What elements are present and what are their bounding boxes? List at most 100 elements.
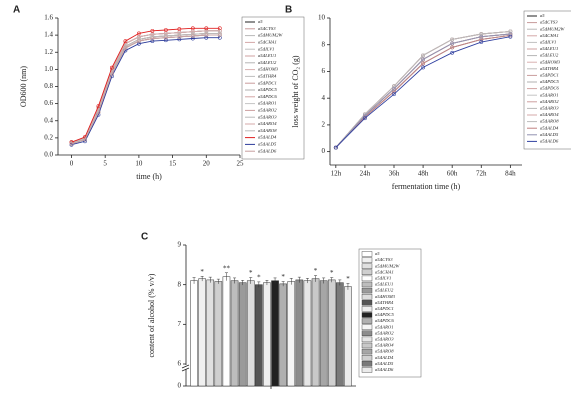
series-line <box>335 33 511 148</box>
point <box>363 113 367 118</box>
x-tick-label: 0 <box>70 160 74 168</box>
series-line <box>335 30 511 148</box>
x-tick-label: 72h <box>476 170 487 178</box>
legend-label: a5ΔCHA1 <box>540 33 559 38</box>
y-tick-label: 8 <box>322 40 326 48</box>
legend-label: a5ΔALD6 <box>540 138 559 143</box>
legend-label: a5ΔPDC5 <box>375 312 394 317</box>
legend-swatch <box>361 275 373 282</box>
series-line <box>335 30 511 148</box>
legend-label: a5ΔARO2 <box>540 99 559 104</box>
legend-label: a5ΔMUM2W <box>258 33 284 38</box>
legend-label: a5ΔLEU2 <box>375 288 394 293</box>
x-axis-title: time (h) <box>136 172 162 181</box>
series-line <box>71 32 220 144</box>
point <box>177 34 182 39</box>
y-axis-title: OD600 (nm) <box>19 66 28 107</box>
legend-label: a5ΔALD6 <box>375 367 394 372</box>
legend-label: a5ΔPDC5 <box>258 87 277 92</box>
y-tick-label: 7 <box>178 320 182 328</box>
legend-box <box>241 16 305 160</box>
series-line <box>71 30 220 143</box>
y-tick-label: 1.6 <box>44 14 53 22</box>
legend-label: a5ΔARO4 <box>375 343 394 348</box>
legend-swatch <box>361 367 373 373</box>
point <box>204 35 209 40</box>
y-tick-label: 1.2 <box>44 48 53 56</box>
legend-swatch <box>361 361 373 367</box>
legend-swatch <box>361 294 373 300</box>
y-tick-label: 4 <box>322 94 326 102</box>
series-line <box>335 33 511 148</box>
x-tick-label: 12h <box>331 170 342 178</box>
legend-label: a5ΔARO3 <box>540 105 559 110</box>
series-line <box>335 34 511 148</box>
legend-swatch <box>361 281 373 288</box>
legend-swatch <box>361 269 373 275</box>
point <box>363 116 367 121</box>
series-line <box>335 33 511 148</box>
legend-swatch <box>361 287 373 294</box>
legend-label: a5ΔARO3 <box>375 336 394 341</box>
legend-label: a5ΔPDC6 <box>375 318 394 323</box>
point <box>421 61 425 66</box>
series-line <box>335 33 511 148</box>
legend-label: a5ΔALD4 <box>540 125 559 130</box>
x-tick-label: 20 <box>203 160 211 168</box>
legend-swatch <box>361 324 373 330</box>
legend-label: a5 <box>540 13 545 18</box>
y-tick-label: 0.8 <box>44 82 53 90</box>
x-tick-label: 36h <box>389 170 400 178</box>
point <box>479 37 484 42</box>
point <box>110 71 114 76</box>
x-tick-label: 5 <box>103 160 107 168</box>
panel-label: B <box>285 5 292 16</box>
legend-label: a5ΔLEU2 <box>540 53 559 58</box>
axis-break-mark <box>181 364 190 369</box>
legend-label: a5ΔILV1 <box>540 39 556 44</box>
legend-label: a5ΔARO8 <box>258 128 277 133</box>
point <box>123 39 128 44</box>
bar <box>311 278 320 387</box>
legend-label: a5ΔTHR4 <box>540 66 559 71</box>
legend-label: a5ΔALD6 <box>258 148 277 153</box>
legend-swatch <box>361 263 373 269</box>
point <box>450 41 455 46</box>
point <box>392 86 396 91</box>
point <box>392 92 396 97</box>
significance-label: * <box>281 273 285 281</box>
legend-label: a5ΔLEU2 <box>258 60 277 65</box>
bar <box>263 282 271 387</box>
legend-swatch <box>361 251 373 257</box>
series-line <box>335 30 511 148</box>
legend-label: a5ΔMUM2W <box>540 26 566 31</box>
significance-label: * <box>249 269 253 277</box>
y-tick-label: 9 <box>178 241 182 249</box>
x-tick-label: 48h <box>418 170 429 178</box>
point <box>479 34 484 39</box>
bar <box>319 280 328 387</box>
legend-swatch <box>361 312 373 318</box>
point <box>204 26 209 31</box>
legend-label: a5ΔARO2 <box>375 330 394 335</box>
series-line <box>71 34 220 145</box>
y-tick-label: 2 <box>322 121 326 129</box>
legend-label: a5ΔALD5 <box>258 141 277 146</box>
series-line <box>335 34 511 148</box>
point <box>177 37 182 42</box>
bar <box>327 279 336 387</box>
point <box>333 145 338 150</box>
bar <box>344 286 352 387</box>
legend-label: a5ΔPDC1 <box>375 306 394 311</box>
point <box>479 40 484 44</box>
series-line <box>335 34 511 148</box>
legend-label: a5ΔCYS3 <box>375 257 393 262</box>
legend-label: a5ΔLEU1 <box>375 282 393 287</box>
series-line <box>71 30 220 143</box>
bar <box>238 282 247 387</box>
significance-label: ** <box>223 264 231 272</box>
legend-label: a5ΔHOM3 <box>258 67 279 72</box>
point <box>392 84 396 89</box>
legend-label: a5ΔCHA1 <box>375 269 394 274</box>
y-tick-label: 0.6 <box>44 99 53 107</box>
